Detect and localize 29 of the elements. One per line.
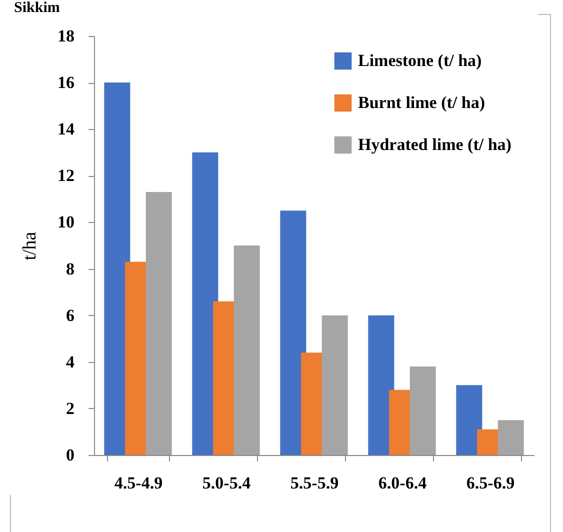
bar [234, 246, 260, 455]
x-tick-label: 5.5-5.9 [290, 474, 339, 492]
y-tick-label: 18 [58, 26, 74, 46]
y-tick-label: 10 [58, 212, 74, 232]
bar [498, 420, 524, 455]
y-tick-label: 14 [58, 120, 75, 139]
bar [280, 210, 306, 455]
y-axis-title: t/ha [20, 231, 40, 260]
y-tick-label: 2 [66, 398, 74, 418]
x-tick-label: 4.5-4.9 [114, 474, 163, 492]
chart-title: Sikkim [14, 0, 60, 16]
y-tick-label: 12 [58, 166, 74, 186]
y-tick-label: 6 [66, 306, 74, 325]
legend-label: Hydrated lime (t/ ha) [358, 135, 512, 154]
y-tick-label: 16 [58, 73, 74, 92]
bar [322, 315, 348, 455]
y-tick-label: 8 [66, 259, 74, 278]
bar [410, 366, 436, 455]
x-tick-label: 5.0-5.4 [202, 474, 252, 492]
bar [368, 315, 394, 455]
x-tick-label: 6.5-6.9 [466, 474, 515, 492]
y-tick-label: 0 [66, 446, 74, 464]
bar [192, 152, 218, 455]
x-tick-label: 6.0-6.4 [378, 474, 428, 492]
legend-label: Limestone (t/ ha) [358, 51, 482, 70]
bar [456, 385, 482, 455]
y-tick-label: 4 [66, 352, 75, 372]
legend-label: Burnt lime (t/ ha) [358, 93, 486, 112]
bar [146, 192, 172, 455]
